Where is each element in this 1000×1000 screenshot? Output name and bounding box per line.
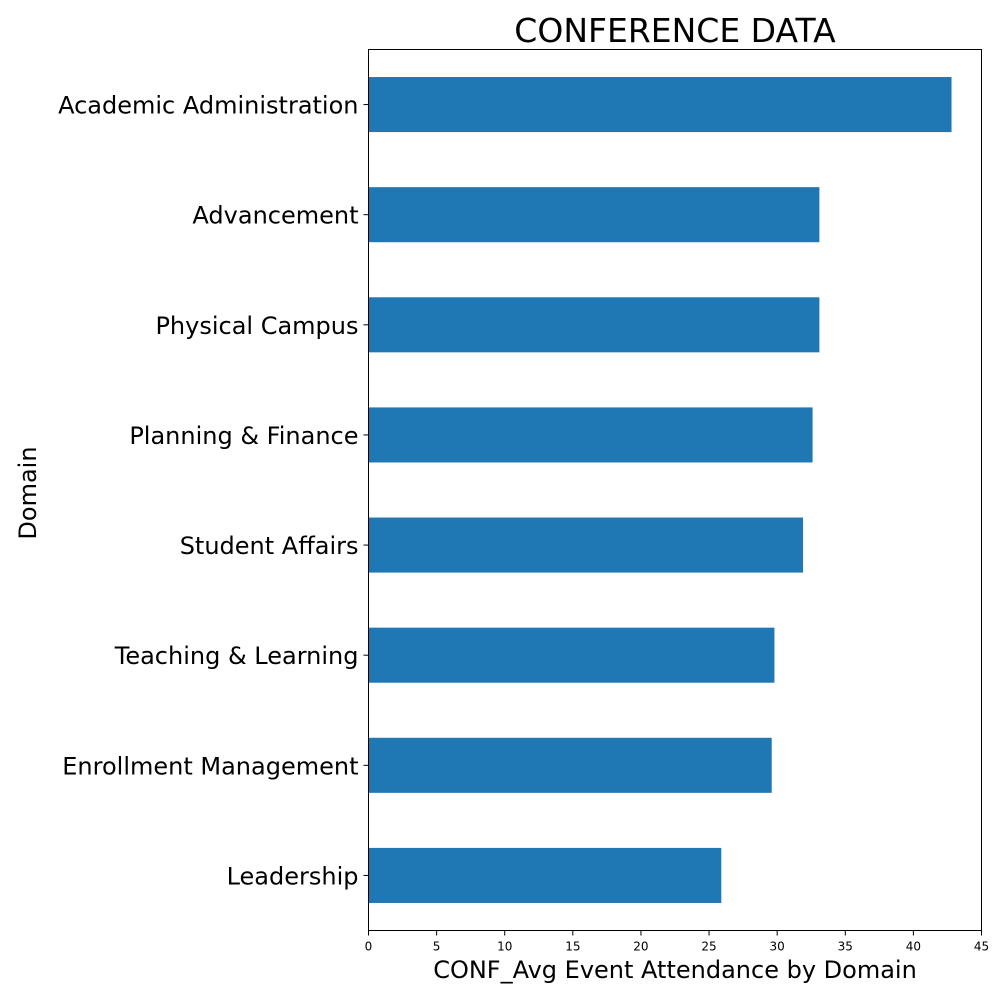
- bars-group: [368, 77, 952, 903]
- x-tick-label: 10: [497, 940, 512, 954]
- bar-student-affairs: [368, 517, 804, 573]
- y-tick-label: Leadership: [227, 862, 359, 890]
- bar-physical-campus: [368, 297, 820, 353]
- bar-enrollment-management: [368, 737, 772, 793]
- x-tick-label: 5: [433, 940, 441, 954]
- x-tick-label: 0: [365, 940, 373, 954]
- bar-planning-finance: [368, 407, 813, 463]
- y-axis-title: Domain: [14, 446, 42, 539]
- bar-academic-administration: [368, 77, 952, 133]
- y-tick-label: Academic Administration: [58, 92, 358, 120]
- bar-advancement: [368, 187, 820, 243]
- category-labels-group: Academic Administration Advancement Physic…: [58, 92, 369, 890]
- x-tick-label: 40: [906, 940, 921, 954]
- x-tick-label: 15: [565, 940, 580, 954]
- bar-teaching-learning: [368, 627, 775, 683]
- x-axis-title: CONF_Avg Event Attendance by Domain: [433, 956, 917, 984]
- y-tick-label: Teaching & Learning: [114, 642, 359, 670]
- x-tick-label: 45: [974, 940, 989, 954]
- y-tick-label: Student Affairs: [180, 532, 359, 560]
- x-tick-label: 30: [770, 940, 785, 954]
- y-tick-label: Planning & Finance: [129, 422, 358, 450]
- y-tick-label: Physical Campus: [155, 312, 358, 340]
- x-tick-label: 35: [838, 940, 853, 954]
- x-ticks-group: 0 5 10 15 20 25 30 35 40 45: [365, 930, 989, 954]
- bar-leadership: [368, 847, 722, 903]
- x-tick-label: 20: [633, 940, 648, 954]
- x-tick-label: 25: [701, 940, 716, 954]
- y-tick-label: Advancement: [192, 202, 358, 230]
- y-tick-label: Enrollment Management: [62, 752, 358, 780]
- chart-title: CONFERENCE DATA: [514, 11, 836, 50]
- plot-frame: [368, 49, 982, 931]
